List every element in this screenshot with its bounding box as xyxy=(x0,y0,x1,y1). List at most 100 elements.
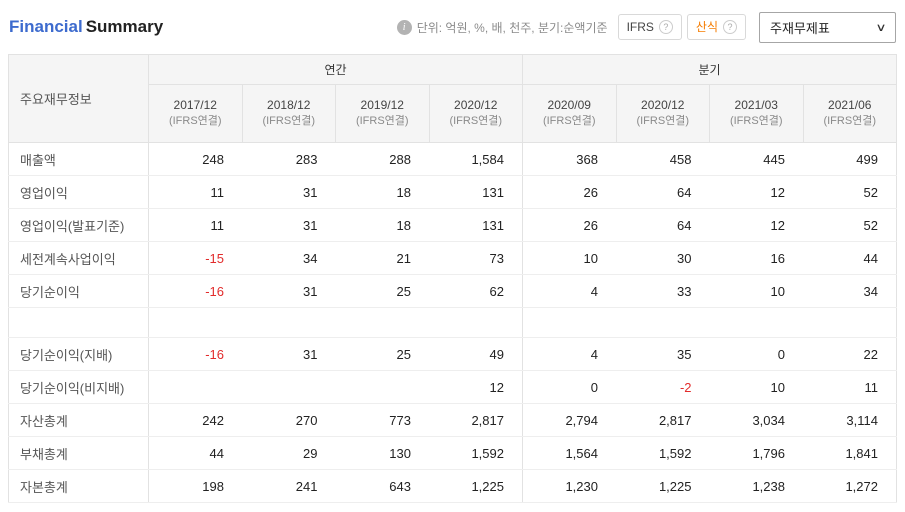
value-cell: 4 xyxy=(522,337,616,371)
value-cell: 499 xyxy=(803,142,897,176)
value-cell: 131 xyxy=(429,208,523,242)
title-financial: Financial xyxy=(9,17,83,36)
value-cell: 2,817 xyxy=(429,403,523,437)
value-cell: 73 xyxy=(429,241,523,275)
row-label: 당기순이익 xyxy=(8,274,149,308)
value-cell: 30 xyxy=(616,241,710,275)
period-header-row: 2017/12 (IFRS연결) 2018/12 (IFRS연결) 2019/12 (IF… xyxy=(9,84,897,143)
value-cell: 4 xyxy=(522,274,616,308)
unit-note: 단위: 억원, %, 배, 천주, 분기:순액기준 xyxy=(416,20,608,35)
formula-button[interactable]: 산식 ? xyxy=(686,14,746,40)
value-cell: 3,114 xyxy=(803,403,897,437)
value-cell: -16 xyxy=(148,274,242,308)
group-separator-row xyxy=(8,307,897,338)
value-cell: 52 xyxy=(803,175,897,209)
value-cell: 34 xyxy=(803,274,897,308)
value-cell: 0 xyxy=(522,370,616,404)
table-row: 영업이익(발표기준) 11 31 18 131 26 64 12 52 xyxy=(8,208,897,242)
title-summary: Summary xyxy=(85,17,164,36)
financial-summary-table: 주요재무정보 연간 분기 2017/12 (IFRS연결) 2018/12 (IFRS연… xyxy=(8,54,897,503)
value-cell: 242 xyxy=(148,403,242,437)
info-icon[interactable]: i xyxy=(396,19,412,35)
column-group-header: 분기 xyxy=(522,54,897,85)
value-cell: 26 xyxy=(522,208,616,242)
value-cell: 25 xyxy=(335,337,429,371)
table-row: 당기순이익(비지배) 12 0 -2 10 11 xyxy=(8,370,897,404)
ifrs-label: IFRS xyxy=(626,20,654,34)
column-header: 2020/09 (IFRS연결) xyxy=(522,84,617,143)
value-cell: 248 xyxy=(148,142,242,176)
separator-cell xyxy=(522,307,616,338)
ifrs-button[interactable]: IFRS ? xyxy=(617,14,682,40)
value-cell: -15 xyxy=(148,241,242,275)
value-cell: 10 xyxy=(522,241,616,275)
table-row: 당기순이익(지배) -16 31 25 49 4 35 0 22 xyxy=(8,337,897,371)
separator-cell xyxy=(148,307,242,338)
value-cell: 2,794 xyxy=(522,403,616,437)
value-cell: 16 xyxy=(709,241,803,275)
value-cell: 1,238 xyxy=(709,469,803,503)
value-cell: 52 xyxy=(803,208,897,242)
value-cell: 198 xyxy=(148,469,242,503)
value-cell: 458 xyxy=(616,142,710,176)
value-cell: 18 xyxy=(335,208,429,242)
row-label: 당기순이익(지배) xyxy=(8,337,149,371)
value-cell: 12 xyxy=(429,370,523,404)
value-cell: 31 xyxy=(242,175,336,209)
value-cell: 64 xyxy=(616,208,710,242)
column-header: 2017/12 (IFRS연결) xyxy=(148,84,243,143)
table-row: 매출액 248 283 288 1,584 368 458 445 499 xyxy=(8,142,897,176)
value-cell: 3,034 xyxy=(709,403,803,437)
value-cell: 62 xyxy=(429,274,523,308)
value-cell: 1,230 xyxy=(522,469,616,503)
value-cell: 2,817 xyxy=(616,403,710,437)
value-cell: 12 xyxy=(709,175,803,209)
row-label: 자본총계 xyxy=(8,469,149,503)
value-cell: 33 xyxy=(616,274,710,308)
value-cell: 25 xyxy=(335,274,429,308)
value-cell: 1,796 xyxy=(709,436,803,470)
value-cell: -2 xyxy=(616,370,710,404)
page-title: Financial Summary xyxy=(9,17,163,37)
value-cell: 64 xyxy=(616,175,710,209)
separator-cell xyxy=(616,307,710,338)
value-cell: 283 xyxy=(242,142,336,176)
value-cell: 1,592 xyxy=(616,436,710,470)
separator-cell xyxy=(335,307,429,338)
value-cell: 31 xyxy=(242,337,336,371)
value-cell: 18 xyxy=(335,175,429,209)
value-cell: 1,225 xyxy=(429,469,523,503)
column-header: 2018/12 (IFRS연결) xyxy=(241,84,336,143)
column-header: 2020/12 (IFRS연결) xyxy=(615,84,710,143)
group-header-row: 주요재무정보 연간 분기 xyxy=(8,54,897,143)
value-cell: 1,584 xyxy=(429,142,523,176)
separator-cell xyxy=(8,307,149,338)
value-cell: -16 xyxy=(148,337,242,371)
value-cell: 1,841 xyxy=(803,436,897,470)
column-header: 2021/03 (IFRS연결) xyxy=(709,84,804,143)
value-cell: 130 xyxy=(335,436,429,470)
row-label: 부채총계 xyxy=(8,436,149,470)
help-icon[interactable]: ? xyxy=(723,20,737,34)
formula-label: 산식 xyxy=(695,20,718,34)
header-bar: Financial Summary i 단위: 억원, %, 배, 천주, 분기:… xyxy=(0,0,905,54)
table-row: 당기순이익 -16 31 25 62 4 33 10 34 xyxy=(8,274,897,308)
value-cell: 31 xyxy=(242,208,336,242)
value-cell: 10 xyxy=(709,274,803,308)
row-label: 영업이익 xyxy=(8,175,149,209)
statement-select[interactable]: 주재무제표 ∨ xyxy=(759,11,896,43)
help-icon[interactable]: ? xyxy=(658,20,673,34)
table-row: 자산총계 242 270 773 2,817 2,794 2,817 3,034 3,114 xyxy=(8,403,897,437)
row-label: 당기순이익(비지배) xyxy=(8,370,149,404)
value-cell: 49 xyxy=(429,337,523,371)
separator-cell xyxy=(803,307,897,338)
table-row: 영업이익 11 31 18 131 26 64 12 52 xyxy=(8,175,897,209)
value-cell xyxy=(148,370,242,404)
row-label: 자산총계 xyxy=(8,403,149,437)
chevron-down-icon: ∨ xyxy=(875,21,887,34)
column-header: 2021/06 (IFRS연결) xyxy=(802,84,897,143)
value-cell: 34 xyxy=(242,241,336,275)
value-cell: 643 xyxy=(335,469,429,503)
value-cell: 21 xyxy=(335,241,429,275)
value-cell: 0 xyxy=(709,337,803,371)
